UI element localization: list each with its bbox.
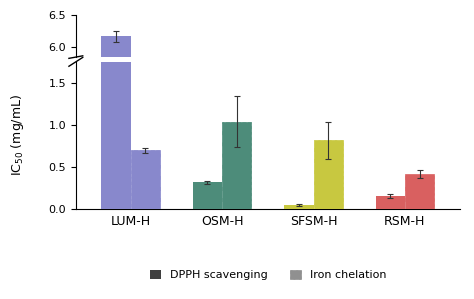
- Bar: [313, 140, 343, 209]
- Bar: [101, 36, 131, 299]
- Bar: [131, 150, 160, 209]
- Bar: [193, 182, 222, 209]
- Bar: [405, 174, 434, 209]
- Bar: [222, 122, 251, 209]
- Text: IC$_{50}$ (mg/mL): IC$_{50}$ (mg/mL): [9, 94, 27, 176]
- Bar: [284, 205, 313, 209]
- Bar: [101, 0, 131, 209]
- Legend: DPPH scavenging, Iron chelation: DPPH scavenging, Iron chelation: [145, 266, 391, 285]
- Bar: [376, 196, 405, 209]
